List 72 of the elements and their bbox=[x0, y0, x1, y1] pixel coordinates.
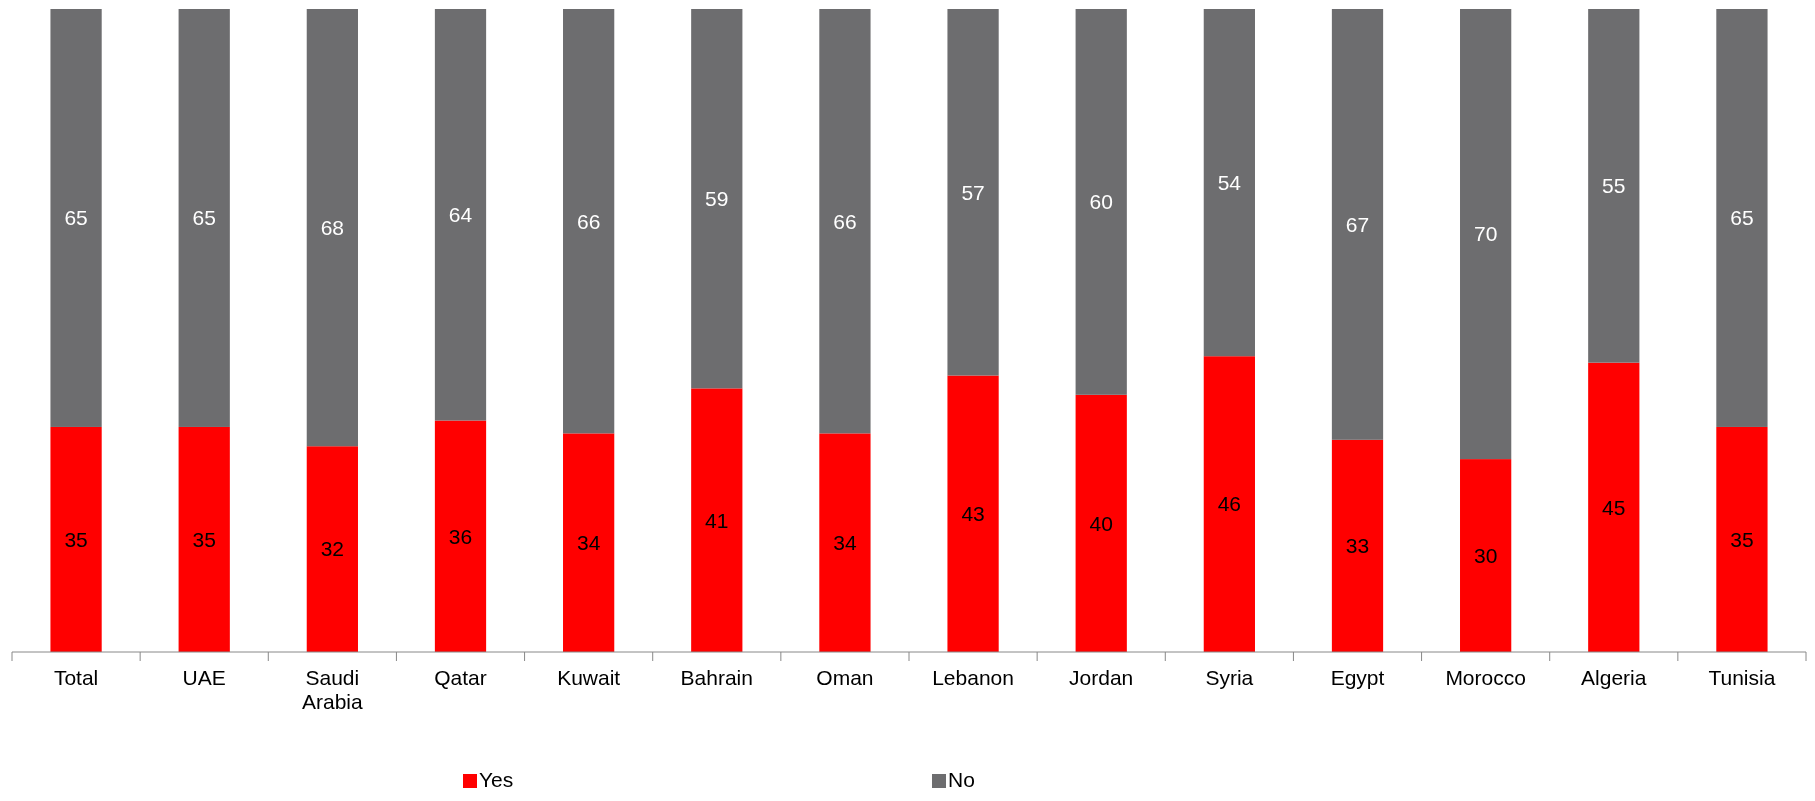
data-label: 41 bbox=[705, 508, 729, 532]
data-label: 65 bbox=[1730, 206, 1754, 230]
x-tick-label: Tunisia bbox=[1708, 666, 1776, 689]
bar bbox=[1716, 426, 1768, 652]
bar bbox=[947, 9, 999, 376]
data-label: 46 bbox=[1217, 492, 1242, 516]
x-tick-label: Lebanon bbox=[932, 666, 1014, 689]
x-tick-label: Jordan bbox=[1069, 666, 1134, 689]
bar bbox=[178, 9, 230, 427]
data-label: 65 bbox=[64, 206, 88, 230]
data-label: 35 bbox=[64, 527, 88, 551]
bar bbox=[1716, 9, 1768, 427]
data-label: 34 bbox=[833, 531, 857, 555]
bar bbox=[1075, 394, 1127, 652]
bar bbox=[691, 388, 743, 652]
data-label: 64 bbox=[448, 203, 473, 227]
bar bbox=[819, 433, 871, 652]
bar bbox=[1588, 362, 1640, 652]
data-label: 67 bbox=[1345, 212, 1370, 236]
bar bbox=[1331, 439, 1384, 652]
bar bbox=[691, 9, 743, 389]
data-label: 35 bbox=[192, 527, 216, 551]
x-tick-label: Qatar bbox=[434, 666, 487, 689]
bar bbox=[1460, 9, 1512, 460]
bar bbox=[306, 9, 358, 447]
data-label: 66 bbox=[833, 209, 857, 233]
data-label: 66 bbox=[576, 209, 601, 233]
data-label: 59 bbox=[705, 187, 729, 211]
bar bbox=[434, 420, 487, 652]
data-label: 30 bbox=[1473, 543, 1498, 567]
bar bbox=[1203, 356, 1255, 652]
bar bbox=[306, 446, 358, 652]
legend-label: Yes bbox=[479, 768, 514, 791]
bar bbox=[563, 9, 615, 434]
data-label: 43 bbox=[961, 502, 985, 526]
x-tick-label: Oman bbox=[816, 666, 874, 689]
data-label: 35 bbox=[1730, 527, 1754, 551]
bar bbox=[1331, 9, 1384, 440]
x-tick-label: Saudi Arabia bbox=[302, 666, 364, 713]
data-label: 40 bbox=[1089, 511, 1113, 535]
x-tick-label: Kuwait bbox=[557, 666, 621, 689]
bar bbox=[819, 9, 871, 434]
data-label: 57 bbox=[961, 180, 985, 204]
x-tick-label: Syria bbox=[1205, 666, 1254, 689]
data-label: 70 bbox=[1473, 222, 1498, 246]
bar bbox=[1588, 9, 1640, 363]
x-tick-label: Morocco bbox=[1445, 666, 1526, 689]
x-tick-label: Algeria bbox=[1581, 666, 1647, 689]
x-tick-label: UAE bbox=[182, 666, 226, 689]
bar bbox=[1075, 9, 1127, 395]
bar bbox=[50, 9, 102, 427]
bar bbox=[178, 426, 230, 652]
data-label: 45 bbox=[1602, 495, 1626, 519]
bar bbox=[1203, 9, 1255, 357]
data-label: 32 bbox=[320, 537, 345, 561]
bar bbox=[434, 9, 487, 421]
data-label: 65 bbox=[192, 206, 216, 230]
bar bbox=[1460, 459, 1512, 652]
bar bbox=[563, 433, 615, 652]
data-label: 54 bbox=[1217, 170, 1242, 194]
data-label: 55 bbox=[1602, 174, 1626, 198]
data-label: 68 bbox=[320, 215, 345, 239]
data-label: 34 bbox=[576, 531, 601, 555]
bar bbox=[50, 426, 102, 652]
x-tick-label: Total bbox=[53, 666, 99, 689]
x-tick-label: Egypt bbox=[1330, 666, 1385, 689]
data-label: 33 bbox=[1345, 534, 1370, 558]
data-label: 36 bbox=[448, 524, 473, 548]
legend-label: No bbox=[948, 768, 975, 791]
data-label: 60 bbox=[1089, 190, 1113, 214]
x-tick-label: Bahrain bbox=[680, 666, 753, 689]
bar bbox=[947, 375, 999, 652]
